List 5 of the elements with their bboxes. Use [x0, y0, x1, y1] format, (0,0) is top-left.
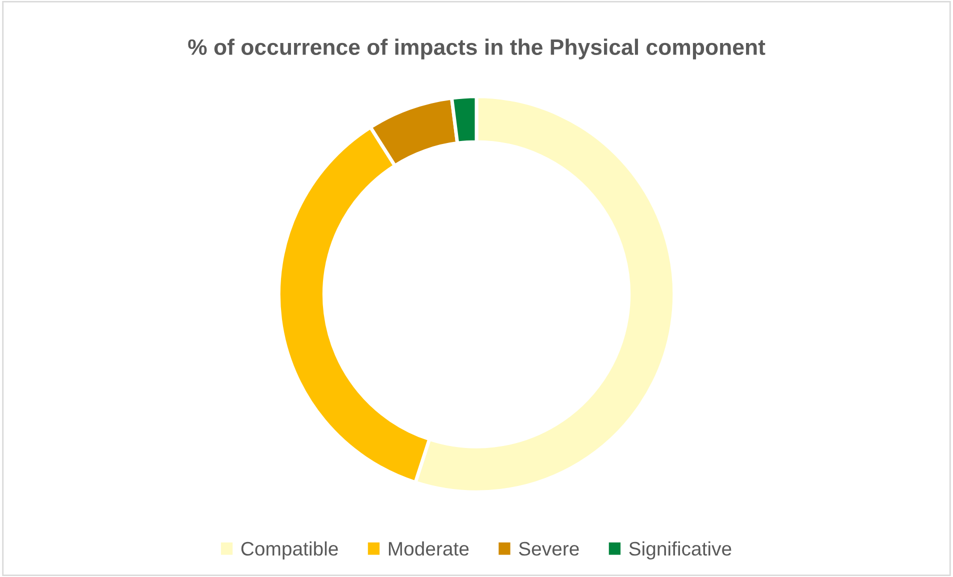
chart-title: % of occurrence of impacts in the Physical component — [188, 38, 766, 60]
legend-label: Moderate — [388, 541, 469, 556]
legend-label: Significative — [629, 541, 732, 560]
legend-label: Severe — [518, 542, 579, 556]
legend-label: Compatible — [241, 541, 338, 560]
